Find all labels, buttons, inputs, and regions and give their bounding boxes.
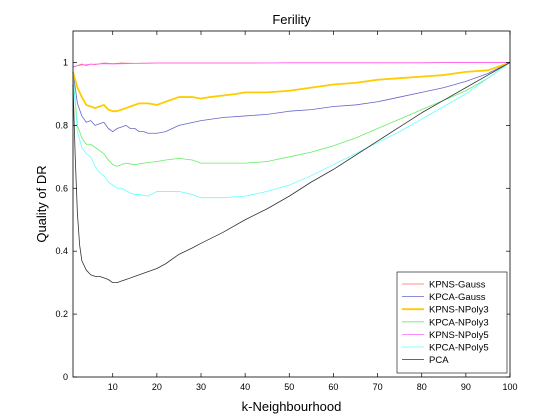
series-line-kpca-npoly5 [72, 62, 511, 199]
y-tick-label: 0 [63, 372, 68, 382]
legend-label-kpca-npoly5: KPCA-NPoly5 [429, 343, 489, 354]
x-tick-label: 40 [240, 382, 250, 392]
x-tick-label: 10 [108, 382, 118, 392]
legend: KPNS-GaussKPCA-GaussKPNS-NPoly3KPCA-NPol… [396, 271, 508, 374]
legend-label-kpca-gauss: KPCA-Gauss [429, 292, 486, 303]
x-tick-label: 30 [196, 382, 206, 392]
series-line-kpca-gauss [72, 62, 511, 134]
chart-title: Ferility [272, 12, 311, 27]
x-tick-label: 100 [502, 382, 517, 392]
x-tick-label: 60 [328, 382, 338, 392]
legend-label-kpns-gauss: KPNS-Gauss [429, 280, 486, 291]
plot-frame [72, 30, 511, 378]
y-tick-label: 1 [63, 57, 68, 67]
x-axis-label: k-Neighbourhood [242, 399, 342, 414]
series-line-kpns-npoly3 [72, 61, 511, 113]
series-line-pca [72, 62, 511, 284]
x-tick-label: 90 [461, 382, 471, 392]
series-layer [72, 61, 511, 284]
legend-label-kpns-npoly5: KPNS-NPoly5 [429, 330, 489, 341]
legend-items: KPNS-GaussKPCA-GaussKPNS-NPoly3KPCA-NPol… [402, 280, 489, 366]
series-line-kpns-npoly5 [72, 62, 510, 68]
legend-label-pca: PCA [429, 355, 449, 366]
legend-label-kpca-npoly3: KPCA-NPoly3 [429, 317, 489, 328]
y-tick-label: 0.6 [55, 183, 68, 193]
series-line-kpca-npoly3 [72, 62, 511, 167]
legend-label-kpns-npoly3: KPNS-NPoly3 [429, 305, 489, 316]
x-tick-label: 20 [152, 382, 162, 392]
x-tick-label: 70 [373, 382, 383, 392]
y-tick-label: 0.4 [55, 246, 68, 256]
x-tick-label: 80 [417, 382, 427, 392]
y-axis-label: Quality of DR [34, 165, 49, 242]
ticks-layer: 10 20 30 40 50 60 70 80 90 100 0 0.2 0.4 0.6 0.8 1 [55, 31, 518, 392]
y-tick-label: 0.8 [55, 120, 68, 130]
legend-box [396, 271, 508, 374]
y-tick-label: 0.2 [55, 309, 68, 319]
x-tick-label: 50 [284, 382, 294, 392]
